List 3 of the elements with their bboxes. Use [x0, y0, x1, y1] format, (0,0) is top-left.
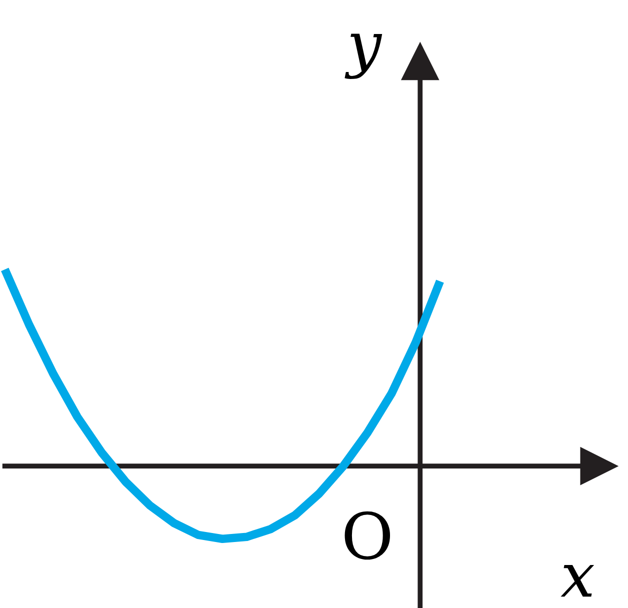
- x-axis-title: x: [560, 564, 594, 597]
- y-axis-title: y: [344, 34, 382, 80]
- annotation: O: [344, 511, 390, 560]
